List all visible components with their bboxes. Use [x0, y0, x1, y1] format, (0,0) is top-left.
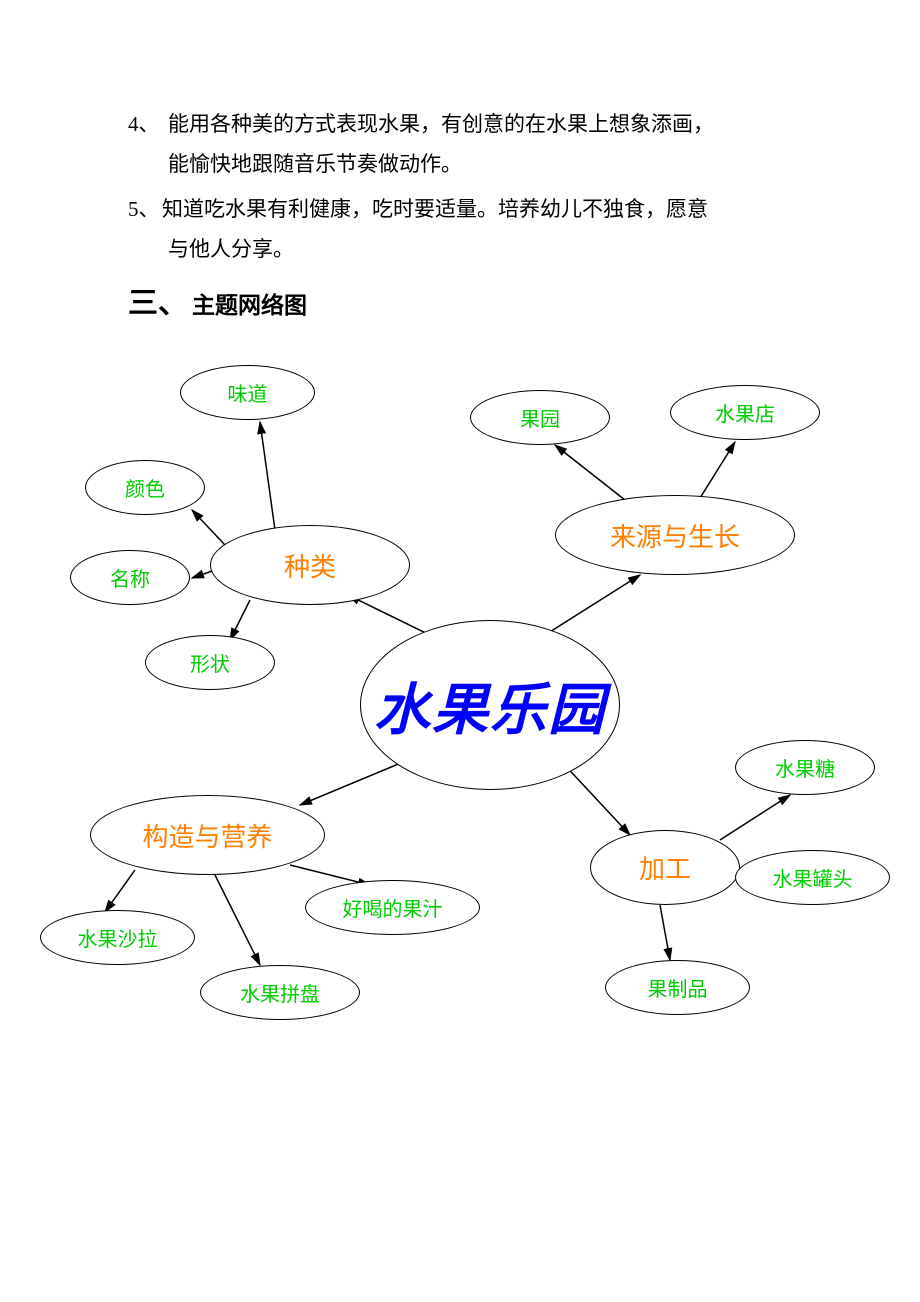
leaf-node-11-label: 果制品 [648, 973, 708, 1002]
leaf-node-4-label: 果园 [520, 403, 560, 432]
leaf-node-9: 水果糖 [735, 740, 875, 795]
list-item-5-num: 5、 [128, 190, 160, 230]
leaf-node-10: 水果罐头 [735, 850, 890, 905]
leaf-node-2-label: 名称 [110, 563, 150, 592]
leaf-node-7-label: 水果拼盘 [240, 978, 320, 1007]
leaf-node-8-label: 好喝的果汁 [343, 893, 443, 922]
category-node-source: 来源与生长 [555, 495, 795, 575]
heading-number: 三、 [128, 287, 188, 320]
leaf-node-3-label: 形状 [190, 648, 230, 677]
leaf-node-2: 名称 [70, 550, 190, 605]
leaf-node-3: 形状 [145, 635, 275, 690]
leaf-node-0-label: 味道 [228, 378, 268, 407]
leaf-node-6-label: 水果沙拉 [78, 923, 158, 952]
theme-network-diagram: 水果乐园 种类 来源与生长构造与营养加工 味道颜色名称形状 果园 水果店水果沙拉水果拼盘… [0, 340, 920, 1120]
list-item-4-line2: 能愉快地跟随音乐节奏做动作。 [168, 145, 462, 185]
center-label: 水果乐园 [374, 665, 606, 746]
leaf-node-6: 水果沙拉 [40, 910, 195, 965]
leaf-node-1: 颜色 [85, 460, 205, 515]
leaf-node-5: 水果店 [670, 385, 820, 440]
list-item-5-line2: 与他人分享。 [168, 230, 294, 270]
center-node: 水果乐园 [360, 620, 620, 790]
leaf-node-1-label: 颜色 [125, 473, 165, 502]
leaf-node-8: 好喝的果汁 [305, 880, 480, 935]
leaf-node-10-label: 水果罐头 [773, 863, 853, 892]
list-item-4-line1: 能用各种美的方式表现水果，有创意的在水果上想象添画， [168, 105, 714, 145]
heading-text: 主题网络图 [192, 293, 307, 318]
category-node-struct-label: 构造与营养 [142, 817, 272, 854]
leaf-node-7: 水果拼盘 [200, 965, 360, 1020]
category-node-source-label: 来源与生长 [610, 517, 740, 554]
category-node-kind-label: 种类 [284, 547, 336, 584]
category-node-proc: 加工 [590, 830, 740, 905]
leaf-node-11: 果制品 [605, 960, 750, 1015]
list-item-5-line1: 知道吃水果有利健康，吃时要适量。培养幼儿不独食，愿意 [162, 190, 708, 230]
leaf-node-0: 味道 [180, 365, 315, 420]
leaf-node-5-label: 水果店 [715, 398, 775, 427]
leaf-node-9-label: 水果糖 [775, 753, 835, 782]
category-node-proc-label: 加工 [639, 849, 691, 886]
list-item-4-num: 4、 [128, 105, 160, 145]
category-node-struct: 构造与营养 [90, 795, 325, 875]
category-node-kind: 种类 [210, 525, 410, 605]
leaf-node-4: 果园 [470, 390, 610, 445]
